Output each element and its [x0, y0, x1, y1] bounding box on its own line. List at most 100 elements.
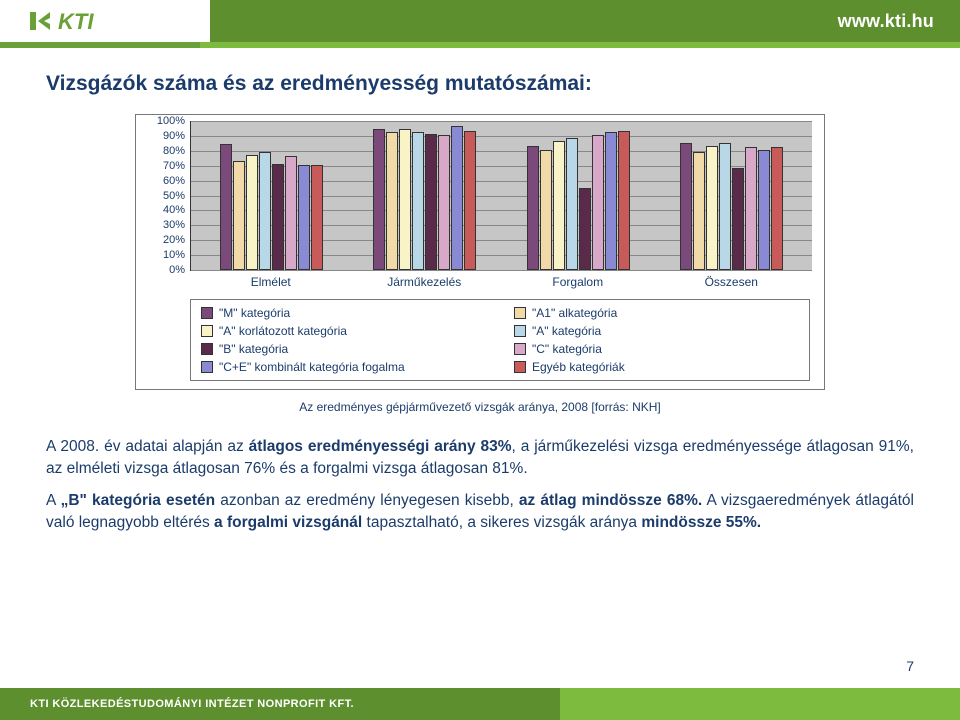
header: KTI www.kti.hu: [0, 0, 960, 42]
bar: [438, 135, 450, 270]
bar: [693, 152, 705, 271]
legend-label: "A" korlátozott kategória: [219, 324, 347, 338]
ytick-label: 40%: [143, 204, 185, 216]
legend-item: Egyéb kategóriák: [514, 360, 799, 374]
bar: [220, 144, 232, 270]
text: A 2008. év adatai alapján az: [46, 438, 249, 455]
chart-bars: [191, 121, 812, 270]
legend-label: "C" kategória: [532, 342, 602, 356]
chart-legend: "M" kategória "A1" alkategória "A" korláto…: [190, 299, 810, 381]
page-title: Vizsgázók száma és az eredményesség muta…: [46, 72, 914, 96]
text: azonban az eredmény lényegesen kisebb,: [215, 492, 519, 509]
xlabel: Elmélet: [194, 275, 348, 289]
legend-label: "B" kategória: [219, 342, 288, 356]
bar: [566, 138, 578, 270]
header-url: www.kti.hu: [838, 11, 934, 32]
ytick-label: 60%: [143, 175, 185, 187]
legend-label: "M" kategória: [219, 306, 290, 320]
ytick-label: 50%: [143, 190, 185, 202]
ytick-label: 20%: [143, 234, 185, 246]
ytick-label: 80%: [143, 145, 185, 157]
legend-item: "M" kategória: [201, 306, 486, 320]
legend-label: "C+E" kombinált kategória fogalma: [219, 360, 405, 374]
bar: [272, 164, 284, 271]
chart-plot: 0%10%20%30%40%50%60%70%80%90%100%: [190, 121, 812, 271]
paragraph-2: A „B" kategória esetén azonban az eredmé…: [46, 490, 914, 534]
header-green-bar: www.kti.hu: [200, 0, 960, 42]
bar: [464, 131, 476, 271]
bar: [719, 143, 731, 271]
bar: [618, 131, 630, 271]
bar: [386, 132, 398, 270]
ytick-label: 0%: [143, 264, 185, 276]
legend-item: "B" kategória: [201, 342, 486, 356]
legend-swatch: [201, 361, 213, 373]
ytick-label: 70%: [143, 160, 185, 172]
bar: [758, 150, 770, 270]
bar: [259, 152, 271, 271]
bold-text: mindössze 55%.: [641, 514, 761, 531]
bar: [451, 126, 463, 270]
bar: [399, 129, 411, 270]
bar: [233, 161, 245, 271]
page-number: 7: [906, 658, 914, 674]
bar-group: [220, 121, 323, 270]
bar: [706, 146, 718, 271]
legend-item: "A" kategória: [514, 324, 799, 338]
footer: KTI KÖZLEKEDÉSTUDOMÁNYI INTÉZET NONPROFI…: [0, 688, 960, 720]
bar: [553, 141, 565, 270]
kti-logo-icon: KTI: [30, 6, 118, 36]
bar: [425, 134, 437, 271]
xlabel: Forgalom: [501, 275, 655, 289]
bar: [412, 132, 424, 270]
chart-container: 0%10%20%30%40%50%60%70%80%90%100% Elméle…: [135, 114, 825, 390]
paragraph-1: A 2008. év adatai alapján az átlagos ere…: [46, 436, 914, 480]
bar: [579, 188, 591, 271]
bar: [605, 132, 617, 270]
chart-caption: Az eredményes gépjárművezető vizsgák ará…: [46, 400, 914, 414]
legend-item: "A" korlátozott kategória: [201, 324, 486, 338]
bar-group: [527, 121, 630, 270]
footer-bar: KTI KÖZLEKEDÉSTUDOMÁNYI INTÉZET NONPROFI…: [0, 688, 960, 720]
bold-text: az átlag mindössze 68%.: [519, 492, 702, 509]
legend-item: "C" kategória: [514, 342, 799, 356]
legend-label: "A" kategória: [532, 324, 601, 338]
legend-swatch: [201, 307, 213, 319]
legend-swatch: [514, 343, 526, 355]
ytick-label: 10%: [143, 249, 185, 261]
bar: [246, 155, 258, 271]
content: Vizsgázók száma és az eredményesség muta…: [0, 48, 960, 534]
xlabel: Összesen: [655, 275, 809, 289]
xlabel: Járműkezelés: [348, 275, 502, 289]
logo: KTI: [0, 0, 200, 42]
bar-group: [373, 121, 476, 270]
legend-swatch: [201, 343, 213, 355]
bar: [285, 156, 297, 270]
logo-text: KTI: [58, 9, 94, 34]
legend-label: Egyéb kategóriák: [532, 360, 625, 374]
legend-item: "A1" alkategória: [514, 306, 799, 320]
ytick-label: 30%: [143, 219, 185, 231]
bold-text: a forgalmi vizsgánál: [214, 514, 362, 531]
ytick-label: 90%: [143, 130, 185, 142]
legend-item: "C+E" kombinált kategória fogalma: [201, 360, 486, 374]
footer-text: KTI KÖZLEKEDÉSTUDOMÁNYI INTÉZET NONPROFI…: [30, 698, 354, 710]
bar: [680, 143, 692, 271]
bar: [373, 129, 385, 270]
bar: [527, 146, 539, 271]
bold-text: átlagos eredményességi arány 83%: [249, 438, 512, 455]
chart-xlabels: ElméletJárműkezelésForgalomÖsszesen: [190, 271, 812, 289]
bold-text: „B" kategória esetén: [61, 492, 216, 509]
text: A: [46, 492, 61, 509]
bar: [732, 168, 744, 270]
legend-swatch: [201, 325, 213, 337]
bar: [311, 165, 323, 270]
text: tapasztalható, a sikeres vizsgák aránya: [362, 514, 641, 531]
bar: [540, 150, 552, 270]
legend-swatch: [514, 307, 526, 319]
bar: [771, 147, 783, 270]
legend-swatch: [514, 361, 526, 373]
bar-group: [680, 121, 783, 270]
bar: [592, 135, 604, 270]
legend-label: "A1" alkategória: [532, 306, 617, 320]
